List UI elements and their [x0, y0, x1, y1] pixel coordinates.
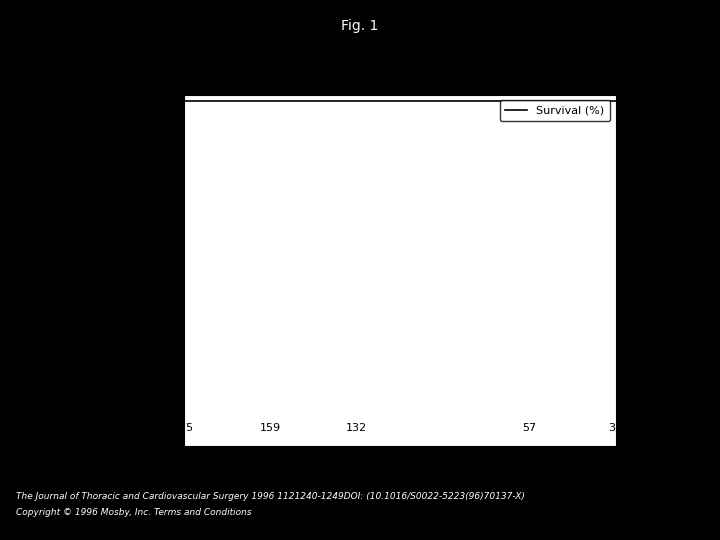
- Legend: Survival (%): Survival (%): [500, 100, 610, 121]
- Text: The Journal of Thoracic and Cardiovascular Surgery 1996 1121240-1249DOI: (10.101: The Journal of Thoracic and Cardiovascul…: [16, 492, 525, 501]
- Text: 31: 31: [608, 423, 623, 433]
- Text: 132: 132: [346, 423, 367, 433]
- X-axis label: Months: Months: [379, 469, 420, 478]
- Text: Fig. 1: Fig. 1: [341, 19, 379, 33]
- Text: 159: 159: [259, 423, 281, 433]
- Text: 57: 57: [522, 423, 536, 433]
- Y-axis label: %: %: [137, 260, 148, 270]
- Text: Copyright © 1996 Mosby, Inc. Terms and Conditions: Copyright © 1996 Mosby, Inc. Terms and C…: [16, 508, 251, 517]
- Text: 175: 175: [173, 423, 194, 433]
- Text: 98.2%: 98.2%: [576, 84, 611, 94]
